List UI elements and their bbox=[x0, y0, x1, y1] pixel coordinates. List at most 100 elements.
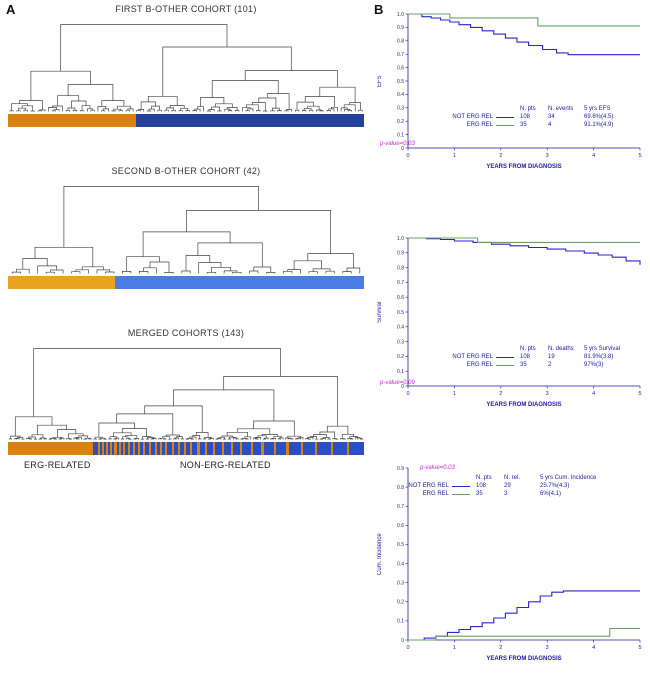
legend-value: 108 bbox=[520, 354, 531, 360]
svg-text:0.3: 0.3 bbox=[397, 580, 404, 586]
panel-b: B EFS 0 0.1 0.2 0.3 0.4 0.5 0.6 0.7 0.8 0.9 1.0 0 1 2… bbox=[374, 2, 650, 677]
legend-line-swatch bbox=[452, 483, 476, 490]
svg-text:0.7: 0.7 bbox=[397, 504, 404, 510]
legend-value: 81.9%(3.8) bbox=[584, 354, 614, 360]
legend-value: 97%(3) bbox=[584, 362, 604, 368]
efs-plot: EFS 0 0.1 0.2 0.3 0.4 0.5 0.6 0.7 0.8 0.9 1.0 0 1 2 3 4… bbox=[376, 6, 648, 178]
legend-value: 3 bbox=[504, 491, 508, 497]
svg-text:4: 4 bbox=[592, 153, 595, 159]
legend-value: 108 bbox=[520, 114, 531, 120]
svg-text:0.6: 0.6 bbox=[397, 65, 404, 71]
svg-text:0.2: 0.2 bbox=[397, 354, 404, 360]
legend-value: 108 bbox=[476, 483, 487, 489]
first-cohort-color-bar bbox=[8, 114, 364, 127]
legend-value: 34 bbox=[548, 114, 555, 120]
svg-text:0.4: 0.4 bbox=[397, 325, 404, 331]
svg-text:0.2: 0.2 bbox=[397, 119, 404, 125]
merged-cohorts-color-bar bbox=[8, 442, 364, 455]
svg-text:0: 0 bbox=[401, 638, 404, 644]
legend-row-label: NOT ERG REL bbox=[452, 354, 493, 360]
svg-text:0.6: 0.6 bbox=[397, 295, 404, 301]
legend-spacer bbox=[450, 346, 496, 353]
svg-text:3: 3 bbox=[546, 645, 549, 651]
svg-text:2: 2 bbox=[499, 391, 502, 397]
legend-header-cell: N. rel. bbox=[504, 475, 521, 481]
legend-header-cell: 5 yrs Survival bbox=[584, 346, 621, 352]
blue-line-swatch bbox=[496, 357, 514, 358]
legend-line-swatch bbox=[496, 114, 520, 121]
svg-text:0.9: 0.9 bbox=[397, 25, 404, 31]
svg-text:1: 1 bbox=[453, 391, 456, 397]
legend-header-cell: 5 yrs EFS bbox=[584, 106, 611, 112]
first-cohort-title: FIRST B-OTHER COHORT (101) bbox=[115, 4, 257, 14]
green-line-swatch bbox=[496, 365, 514, 366]
legend-value: 19 bbox=[548, 354, 555, 360]
svg-text:0.1: 0.1 bbox=[397, 369, 404, 375]
legend-value: 6%(4.1) bbox=[540, 491, 562, 497]
svg-text:1: 1 bbox=[453, 645, 456, 651]
legend-line-swatch bbox=[496, 354, 520, 361]
second-cohort-title: SECOND B-OTHER COHORT (42) bbox=[111, 166, 261, 176]
svg-text:0.9: 0.9 bbox=[397, 251, 404, 257]
svg-text:0.4: 0.4 bbox=[397, 92, 404, 98]
legend-row-label: ERG REL bbox=[422, 491, 449, 497]
svg-text:2: 2 bbox=[499, 645, 502, 651]
survival-p-value: p-value=0.09 bbox=[380, 380, 415, 386]
survival-plot: Survival 0 0.1 0.2 0.3 0.4 0.5 0.6 0.7 0.8 0.9 1.0… bbox=[376, 230, 648, 416]
green-line-swatch bbox=[496, 125, 514, 126]
cum-incidence-y-axis-label: Cum. Incidence bbox=[377, 533, 383, 575]
legend-row-label: NOT ERG REL bbox=[408, 483, 449, 489]
svg-text:0.5: 0.5 bbox=[397, 310, 404, 316]
legend-spacer bbox=[406, 475, 452, 482]
merged-group-labels: ERG-RELATED NON-ERG-RELATED bbox=[8, 460, 364, 474]
legend-value: 29 bbox=[504, 483, 511, 489]
svg-text:0.5: 0.5 bbox=[397, 79, 404, 85]
svg-text:0.8: 0.8 bbox=[397, 265, 404, 271]
efs-x-axis-label: YEARS FROM DIAGNOSIS bbox=[486, 164, 562, 170]
svg-text:1.0: 1.0 bbox=[397, 12, 404, 18]
legend-value: 4 bbox=[548, 122, 552, 128]
svg-text:0.9: 0.9 bbox=[397, 466, 404, 472]
svg-text:0.8: 0.8 bbox=[397, 39, 404, 45]
svg-text:3: 3 bbox=[546, 153, 549, 159]
legend-value: 25.7%(4.3) bbox=[540, 483, 570, 489]
legend-row-label: ERG REL bbox=[466, 122, 493, 128]
svg-text:2: 2 bbox=[499, 153, 502, 159]
legend-spacer bbox=[496, 346, 520, 353]
dendrogram-second-cohort: SECOND B-OTHER COHORT (42) bbox=[8, 166, 364, 289]
svg-text:0: 0 bbox=[401, 384, 404, 390]
erg-related-label: ERG-RELATED bbox=[24, 460, 91, 470]
merged-cohorts-title: MERGED COHORTS (143) bbox=[127, 328, 245, 338]
non-erg-related-label: NON-ERG-RELATED bbox=[180, 460, 271, 470]
svg-text:0.3: 0.3 bbox=[397, 106, 404, 112]
svg-text:0: 0 bbox=[401, 146, 404, 152]
legend-header-cell: N. deaths bbox=[548, 346, 574, 352]
legend-header-cell: 5 yrs Cum. Incidence bbox=[540, 475, 597, 481]
svg-text:4: 4 bbox=[592, 391, 595, 397]
legend-value: 35 bbox=[476, 491, 483, 497]
svg-text:0.1: 0.1 bbox=[397, 619, 404, 625]
dendrogram-first-cohort: FIRST B-OTHER COHORT (101) bbox=[8, 4, 364, 127]
svg-text:1: 1 bbox=[453, 153, 456, 159]
blue-line-swatch bbox=[496, 117, 514, 118]
cumulative-incidence-plot: Cum. Incidence 0 0.1 0.2 0.3 0.4 0.5 0.6 0.7 0.8… bbox=[376, 460, 648, 670]
svg-text:0: 0 bbox=[406, 153, 409, 159]
svg-text:0.3: 0.3 bbox=[397, 339, 404, 345]
survival-x-axis-label: YEARS FROM DIAGNOSIS bbox=[486, 402, 562, 408]
cum-incidence-p-value: p-value=0.03 bbox=[420, 465, 455, 471]
panel-a: A FIRST B-OTHER COHORT (101) SECOND B-OT… bbox=[6, 2, 364, 474]
legend-header-cell: N. pts bbox=[520, 106, 536, 112]
svg-text:0.4: 0.4 bbox=[397, 561, 404, 567]
svg-text:4: 4 bbox=[592, 645, 595, 651]
svg-text:5: 5 bbox=[638, 153, 641, 159]
legend-value: 91.1%(4.9) bbox=[584, 122, 614, 128]
legend-value: 35 bbox=[520, 122, 527, 128]
legend-row-label: ERG REL bbox=[466, 362, 493, 368]
svg-text:0.2: 0.2 bbox=[397, 600, 404, 606]
efs-y-axis-label: EFS bbox=[377, 75, 383, 87]
first-cohort-dendrogram-plot bbox=[9, 24, 363, 112]
legend-header-cell: N. pts bbox=[520, 346, 536, 352]
svg-text:0.7: 0.7 bbox=[397, 280, 404, 286]
svg-text:0.1: 0.1 bbox=[397, 132, 404, 138]
